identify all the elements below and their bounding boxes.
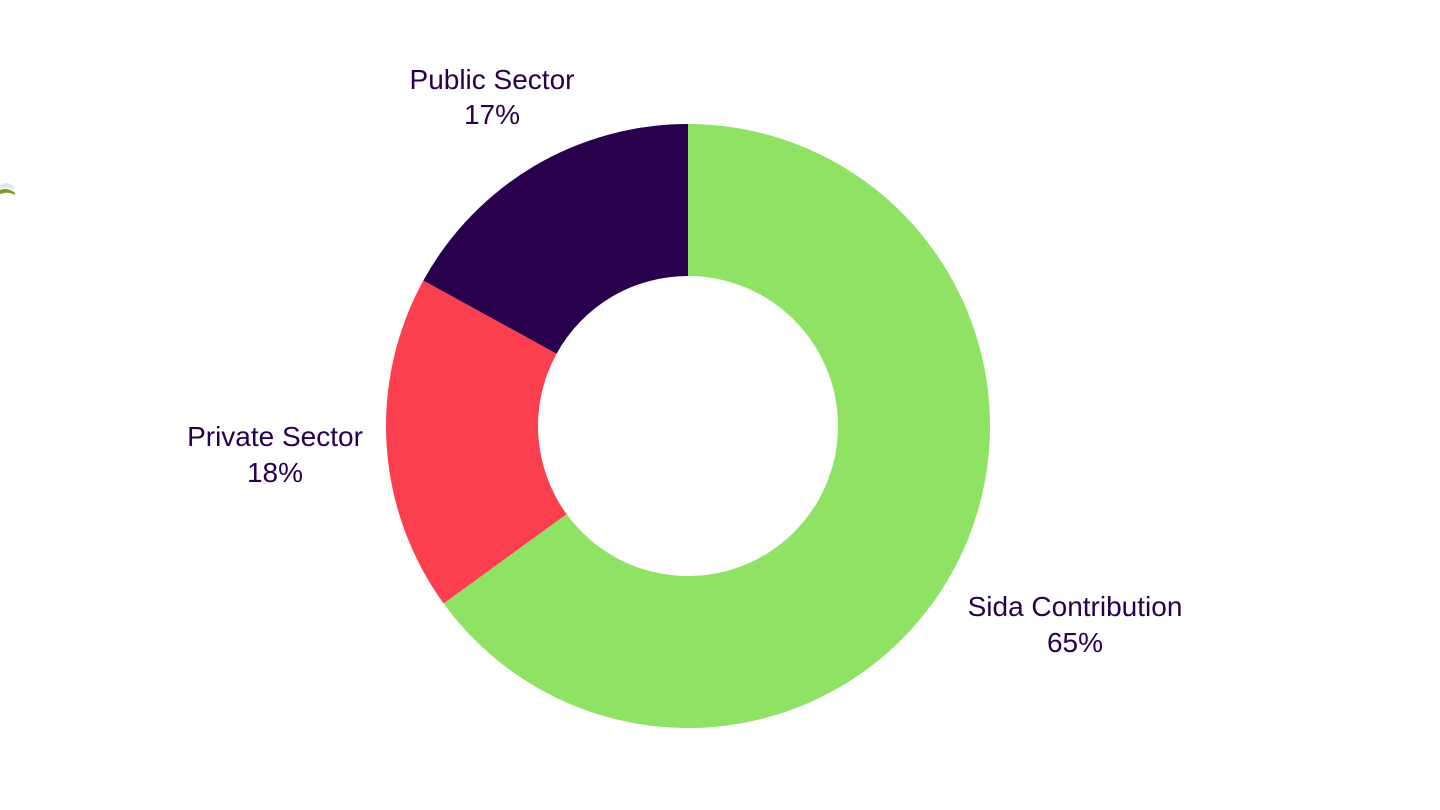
slice-percent-private-sector: 18%: [247, 457, 303, 488]
slice-sida-contribution[interactable]: [443, 124, 990, 728]
labels-group: Sida Contribution 65% Private Sector 18% Pub…: [187, 64, 1182, 658]
slice-percent-public-sector: 17%: [464, 99, 520, 130]
slice-label-private-sector: Private Sector: [187, 421, 363, 452]
slices-group: [386, 124, 990, 728]
slice-label-public-sector: Public Sector: [410, 64, 575, 95]
slice-label-sida-contribution: Sida Contribution: [968, 591, 1183, 622]
slice-percent-sida-contribution: 65%: [1047, 627, 1103, 658]
slice-public-sector[interactable]: [423, 124, 688, 354]
slice-private-sector[interactable]: [386, 280, 567, 604]
edge-decoration-icon: [0, 182, 15, 195]
